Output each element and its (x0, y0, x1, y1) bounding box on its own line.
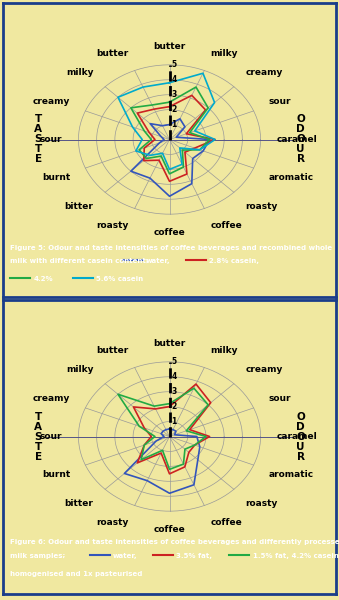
Text: 5.6% casein: 5.6% casein (96, 277, 143, 283)
Text: milk samples;: milk samples; (10, 553, 65, 559)
Text: burnt: burnt (42, 470, 70, 479)
Text: caramel: caramel (277, 432, 318, 441)
Text: butter: butter (96, 346, 128, 355)
Text: coffee: coffee (154, 227, 185, 236)
Text: 4.2%: 4.2% (33, 277, 53, 283)
Text: 5: 5 (171, 358, 176, 367)
Text: Figure 6: Odour and taste intensities of coffee beverages and differently proces: Figure 6: Odour and taste intensities of… (10, 539, 339, 545)
Text: milk with different casein content;: milk with different casein content; (10, 258, 149, 264)
Text: O
D
O
U
R: O D O U R (296, 412, 305, 461)
Text: sour: sour (269, 394, 291, 403)
Text: 4: 4 (171, 75, 177, 84)
Text: bitter: bitter (65, 202, 94, 211)
Text: 2: 2 (171, 105, 177, 114)
Text: roasty: roasty (245, 499, 278, 508)
Text: milky: milky (211, 49, 238, 58)
Text: roasty: roasty (96, 221, 128, 230)
Text: 1: 1 (171, 120, 177, 129)
Text: water,: water, (113, 553, 138, 559)
Text: caramel: caramel (277, 135, 318, 144)
Text: O
D
O
U
R: O D O U R (296, 115, 305, 164)
Text: sour: sour (40, 432, 62, 441)
Text: butter: butter (153, 43, 186, 52)
Text: T
A
S
T
E: T A S T E (34, 412, 42, 461)
Text: 4: 4 (171, 372, 177, 381)
Text: sour: sour (40, 135, 62, 144)
Text: T
A
S
T
E: T A S T E (34, 115, 42, 164)
Text: 3.5% fat,: 3.5% fat, (176, 553, 212, 559)
Text: aromatic: aromatic (269, 173, 314, 182)
Text: sour: sour (269, 97, 291, 106)
Text: creamy: creamy (33, 97, 70, 106)
Text: milky: milky (66, 365, 94, 374)
Text: homogenised and 1x pasteurised: homogenised and 1x pasteurised (10, 571, 142, 577)
Text: 5: 5 (171, 61, 176, 70)
Text: creamy: creamy (33, 394, 70, 403)
Text: 3: 3 (171, 90, 177, 99)
Text: bitter: bitter (65, 499, 94, 508)
Text: coffee: coffee (211, 221, 242, 230)
Text: milky: milky (211, 346, 238, 355)
Text: creamy: creamy (245, 68, 283, 77)
Text: butter: butter (153, 340, 186, 349)
Text: roasty: roasty (245, 202, 278, 211)
Text: 1: 1 (171, 417, 177, 426)
Text: 2: 2 (171, 402, 177, 411)
Text: water,: water, (146, 258, 171, 264)
Text: coffee: coffee (154, 524, 185, 533)
Text: 2.8% casein,: 2.8% casein, (210, 258, 259, 264)
Text: creamy: creamy (245, 365, 283, 374)
Text: milky: milky (66, 68, 94, 77)
Text: burnt: burnt (42, 173, 70, 182)
Text: aromatic: aromatic (269, 470, 314, 479)
Text: 3: 3 (171, 387, 177, 396)
Text: 1.5% fat, 4.2% casein, 2x: 1.5% fat, 4.2% casein, 2x (253, 553, 339, 559)
Text: Figure 5: Odour and taste intensities of coffee beverages and recombined whole: Figure 5: Odour and taste intensities of… (10, 245, 332, 251)
Text: butter: butter (96, 49, 128, 58)
Text: coffee: coffee (211, 518, 242, 527)
Text: roasty: roasty (96, 518, 128, 527)
